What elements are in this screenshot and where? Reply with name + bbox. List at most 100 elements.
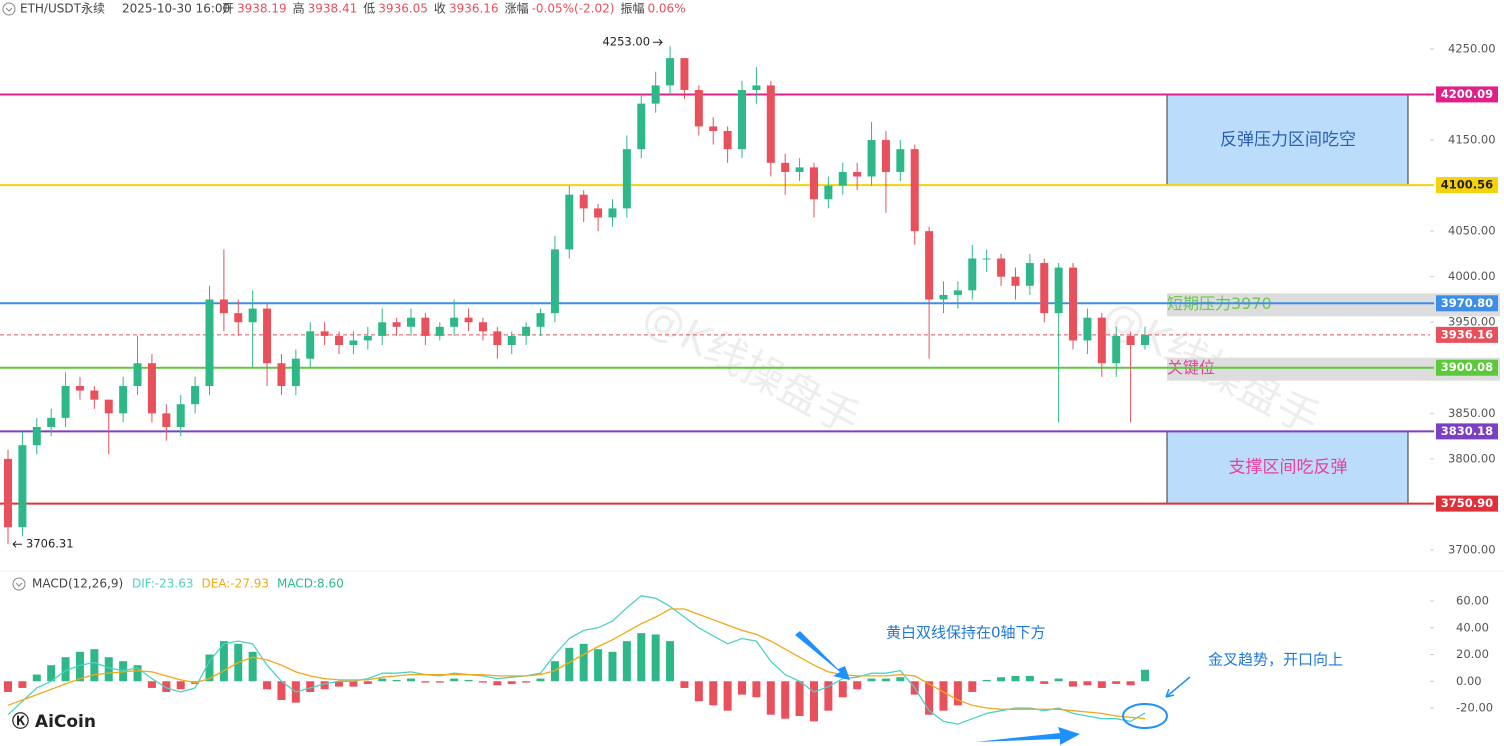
macd-bar bbox=[147, 681, 156, 688]
candle-body bbox=[1126, 335, 1135, 346]
macd-bar bbox=[579, 643, 588, 682]
candle-body bbox=[234, 313, 243, 323]
macd-bar bbox=[694, 681, 703, 702]
macd-bar bbox=[406, 678, 415, 682]
note-band bbox=[1167, 357, 1500, 381]
macd-bar bbox=[594, 649, 603, 682]
candle-body bbox=[378, 322, 387, 336]
level-label: 3830.18 bbox=[1441, 424, 1493, 438]
candle-body bbox=[450, 317, 459, 327]
arrow bbox=[975, 727, 1080, 745]
macd-bar bbox=[709, 681, 718, 706]
macd-bar bbox=[795, 681, 804, 717]
candle-body bbox=[896, 149, 905, 172]
level-badge bbox=[1436, 86, 1498, 103]
macd-bar bbox=[982, 679, 991, 682]
macd-bar bbox=[248, 651, 257, 682]
candle-body bbox=[1025, 263, 1034, 286]
field-label: 高 bbox=[293, 1, 305, 16]
min-label: 3706.31 bbox=[26, 537, 74, 551]
macd-bar bbox=[565, 647, 574, 682]
macd-bar bbox=[1025, 675, 1034, 682]
candle-body bbox=[723, 130, 732, 150]
legend-entry: MACD:8.60 bbox=[277, 577, 344, 591]
macd-bar bbox=[47, 665, 56, 682]
y-tick-label: 3700.00 bbox=[1448, 542, 1496, 556]
field-value: 3936.16 bbox=[449, 2, 499, 16]
candle-body bbox=[219, 299, 228, 314]
macd-bar bbox=[968, 681, 977, 692]
macd-bar bbox=[104, 657, 113, 682]
candle-body bbox=[579, 194, 588, 209]
collapse-icon bbox=[15, 582, 23, 587]
macd-bar bbox=[939, 681, 948, 711]
candle-body bbox=[550, 249, 559, 314]
macd-bar bbox=[61, 657, 70, 682]
macd-bar bbox=[478, 681, 487, 683]
macd-bar bbox=[781, 681, 790, 719]
macd-bar bbox=[205, 654, 214, 682]
candle-body bbox=[968, 258, 977, 291]
candle-body bbox=[651, 85, 660, 104]
field-value: 3936.05 bbox=[378, 2, 428, 16]
candle-body bbox=[464, 317, 473, 323]
y-tick-label: 20.00 bbox=[1456, 647, 1489, 661]
candle-body bbox=[824, 185, 833, 200]
macd-bar bbox=[90, 649, 99, 682]
logo: Ⓚ AiCoin bbox=[12, 711, 96, 732]
macd-bar bbox=[4, 681, 12, 692]
level-label: 4100.56 bbox=[1441, 178, 1493, 192]
macd-bar bbox=[378, 678, 387, 682]
candle-body bbox=[18, 445, 27, 528]
y-tick-label: 4150.00 bbox=[1448, 133, 1496, 147]
annotation: 金叉趋势，开口向上 bbox=[1208, 651, 1343, 669]
candle-body bbox=[406, 317, 415, 327]
y-tick-label: 60.00 bbox=[1456, 594, 1489, 608]
candle-body bbox=[263, 308, 272, 364]
candle-body bbox=[982, 258, 991, 260]
macd-bar bbox=[896, 677, 905, 682]
macd-bar bbox=[1097, 681, 1106, 688]
candle-body bbox=[666, 58, 675, 86]
candle-body bbox=[32, 426, 41, 446]
macd-bar bbox=[335, 681, 344, 687]
zone-text: 反弹压力区间吃空 bbox=[1220, 130, 1356, 150]
macd-bar bbox=[997, 677, 1006, 682]
candle-body bbox=[881, 140, 890, 172]
candle-body bbox=[1069, 267, 1078, 341]
macd-bar bbox=[953, 681, 962, 706]
macd-bar bbox=[752, 681, 761, 698]
macd-bar bbox=[162, 681, 171, 692]
macd-bar bbox=[1083, 681, 1092, 686]
candle-body bbox=[939, 294, 948, 300]
y-tick-label: 4250.00 bbox=[1448, 41, 1496, 55]
candle-body bbox=[4, 458, 12, 528]
macd-bar bbox=[435, 681, 444, 683]
field-label: 开 bbox=[222, 2, 234, 16]
macd-bar bbox=[1141, 669, 1149, 682]
candle-body bbox=[90, 390, 99, 400]
macd-bar bbox=[925, 681, 934, 715]
macd-bar bbox=[277, 681, 286, 700]
level-label: 4200.09 bbox=[1441, 87, 1493, 101]
macd-bar bbox=[450, 678, 459, 682]
macd-bar bbox=[824, 681, 833, 711]
candle-body bbox=[867, 140, 876, 177]
macd-bar bbox=[522, 681, 531, 683]
collapse-icon[interactable] bbox=[12, 577, 26, 591]
macd-bar bbox=[651, 634, 660, 682]
note-band bbox=[1167, 293, 1500, 317]
candle-body bbox=[781, 162, 790, 172]
field-label: 收 bbox=[434, 2, 446, 16]
level-label: 3900.08 bbox=[1441, 360, 1493, 374]
candle-body bbox=[738, 89, 747, 150]
candle-body bbox=[162, 413, 171, 427]
field-label: 涨幅 bbox=[505, 1, 529, 16]
candle-body bbox=[953, 290, 962, 295]
candle-body bbox=[75, 386, 84, 391]
candle-body bbox=[363, 335, 372, 341]
candle-body bbox=[694, 89, 703, 127]
candle-body bbox=[191, 386, 200, 405]
collapse-icon[interactable] bbox=[2, 2, 16, 16]
